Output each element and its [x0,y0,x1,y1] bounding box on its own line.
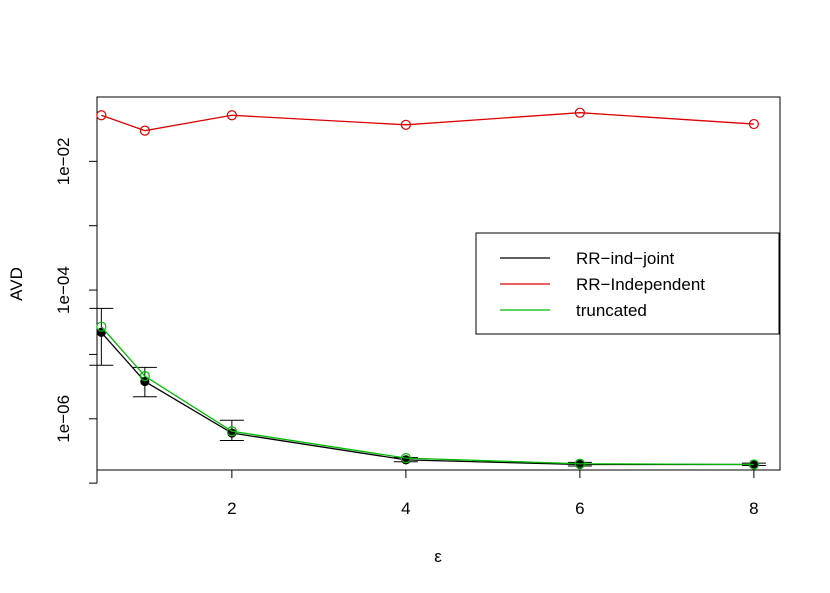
legend-label-rr-ind-joint: RR−ind−joint [576,249,675,268]
series-1 [96,107,759,136]
series-line [101,112,754,132]
data-point [139,371,150,382]
data-point [574,458,585,469]
series-line [100,326,754,466]
data-point [140,376,150,387]
x-tick-label: 6 [575,499,584,518]
x-tick-label: 4 [401,499,410,518]
series-layer [89,107,766,470]
x-tick-label: 2 [227,499,236,518]
x-axis: 2 4 6 8 [227,469,759,518]
y-axis-label: AVD [7,267,26,301]
x-tick-label: 8 [749,499,758,518]
data-point [748,459,759,470]
data-point [400,119,411,130]
data-point [96,321,107,332]
data-point [226,110,237,121]
data-point [96,110,107,121]
x-axis-label: ε [434,547,442,566]
legend-label-truncated: truncated [576,301,647,320]
series-line [100,331,754,466]
legend: RR−ind−joint RR−Independent truncated [475,232,780,335]
data-point [574,107,585,118]
data-point [226,426,237,437]
data-point [748,118,759,130]
y-tick-label: 1e−04 [54,266,73,314]
legend-label-rr-independent: RR−Independent [576,275,705,294]
y-tick-label: 1e−06 [54,395,73,443]
y-tick-label: 1e−02 [54,137,73,185]
series-2 [96,321,759,470]
data-point [400,452,411,464]
y-axis: 1e−06 1e−04 1e−02 [54,137,98,484]
data-point [139,125,150,136]
